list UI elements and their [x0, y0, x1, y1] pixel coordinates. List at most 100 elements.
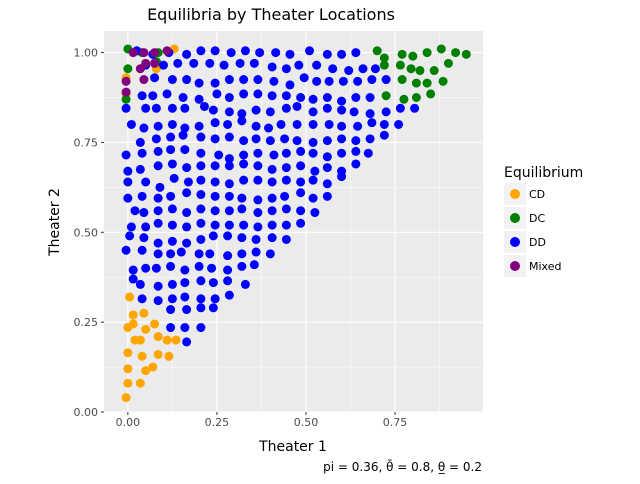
point-dd [130, 206, 140, 216]
point-dd [224, 154, 234, 164]
x-tick-label: 0.00 [116, 416, 141, 429]
point-dd [224, 92, 234, 102]
point-dd [137, 294, 147, 304]
point-dd [153, 281, 163, 291]
point-dd [337, 49, 347, 59]
point-dd [183, 177, 193, 187]
point-dd [255, 48, 265, 58]
point-dd [237, 193, 247, 203]
point-dd [267, 164, 277, 174]
point-dd [141, 103, 151, 113]
point-dd [296, 218, 306, 228]
point-dc [443, 58, 453, 68]
point-dd [224, 161, 234, 171]
point-dd [128, 265, 138, 275]
point-dd [223, 265, 233, 275]
point-dd [153, 146, 163, 156]
point-dd [337, 96, 347, 106]
point-dd [251, 234, 261, 244]
point-dd [251, 247, 261, 257]
point-dd [141, 177, 151, 187]
point-mixed [135, 64, 145, 74]
legend-key-dc [510, 213, 520, 223]
point-dd [150, 73, 160, 83]
point-dd [178, 130, 188, 140]
point-dd [121, 103, 131, 113]
point-dd [135, 164, 145, 174]
point-dd [239, 220, 249, 230]
y-tick-label: 0.50 [74, 226, 99, 239]
point-mixed [121, 87, 131, 97]
point-dd [239, 159, 249, 169]
point-dd [296, 177, 306, 187]
point-dd [296, 161, 306, 171]
legend-label-cd: CD [529, 188, 545, 201]
point-dc [372, 46, 382, 56]
data-points [121, 44, 471, 403]
point-dd [210, 220, 220, 230]
point-dd [173, 58, 183, 68]
point-cd [123, 348, 133, 358]
point-dd [237, 116, 247, 126]
point-dd [253, 195, 263, 205]
point-dd [322, 152, 332, 162]
point-dd [196, 175, 206, 185]
point-dd [365, 134, 375, 144]
point-dd [196, 234, 206, 244]
point-dd [167, 204, 177, 214]
point-dd [223, 251, 233, 261]
point-dd [180, 123, 190, 133]
point-dc [461, 49, 471, 59]
point-cd [141, 366, 151, 376]
point-dd [194, 261, 204, 271]
point-dc [411, 92, 421, 102]
point-dd [276, 119, 286, 129]
point-dd [180, 323, 190, 333]
point-cd [153, 332, 163, 342]
point-dd [166, 132, 176, 142]
point-dd [194, 78, 204, 88]
point-dd [267, 91, 277, 101]
point-dd [182, 75, 192, 85]
point-dd [271, 48, 281, 58]
point-cd [148, 362, 158, 372]
point-dc [379, 53, 389, 63]
point-dd [292, 119, 302, 129]
point-dd [324, 76, 334, 86]
point-dd [224, 220, 234, 230]
point-dd [240, 46, 250, 56]
point-dd [296, 92, 306, 102]
point-dd [210, 118, 220, 128]
point-dd [367, 75, 377, 85]
point-dc [436, 44, 446, 54]
point-dd [126, 119, 136, 129]
point-dd [212, 89, 222, 99]
point-dd [194, 121, 204, 131]
point-dc [426, 89, 436, 99]
point-cd [139, 308, 149, 318]
legend-title: Equilibrium [504, 165, 583, 181]
chart-title: Equilibria by Theater Locations [147, 5, 395, 24]
point-dc [415, 66, 425, 76]
point-dc [451, 48, 461, 58]
point-dd [308, 137, 318, 147]
point-dd [351, 159, 361, 169]
point-dd [178, 92, 188, 102]
point-dd [210, 177, 220, 187]
point-dc [395, 60, 405, 70]
point-dd [253, 148, 263, 158]
point-cd [153, 349, 163, 359]
point-dd [210, 78, 220, 88]
point-dd [322, 92, 332, 102]
point-dd [135, 137, 145, 147]
point-cd [141, 324, 151, 334]
point-dd [267, 220, 277, 230]
x-tick-label: 0.75 [383, 416, 408, 429]
point-mixed [121, 76, 131, 86]
point-dd [151, 263, 161, 273]
point-dd [324, 119, 334, 129]
legend: Equilibrium CD DC DD Mixed [504, 165, 583, 277]
point-dd [337, 121, 347, 131]
point-dc [123, 64, 133, 74]
point-dd [281, 91, 291, 101]
